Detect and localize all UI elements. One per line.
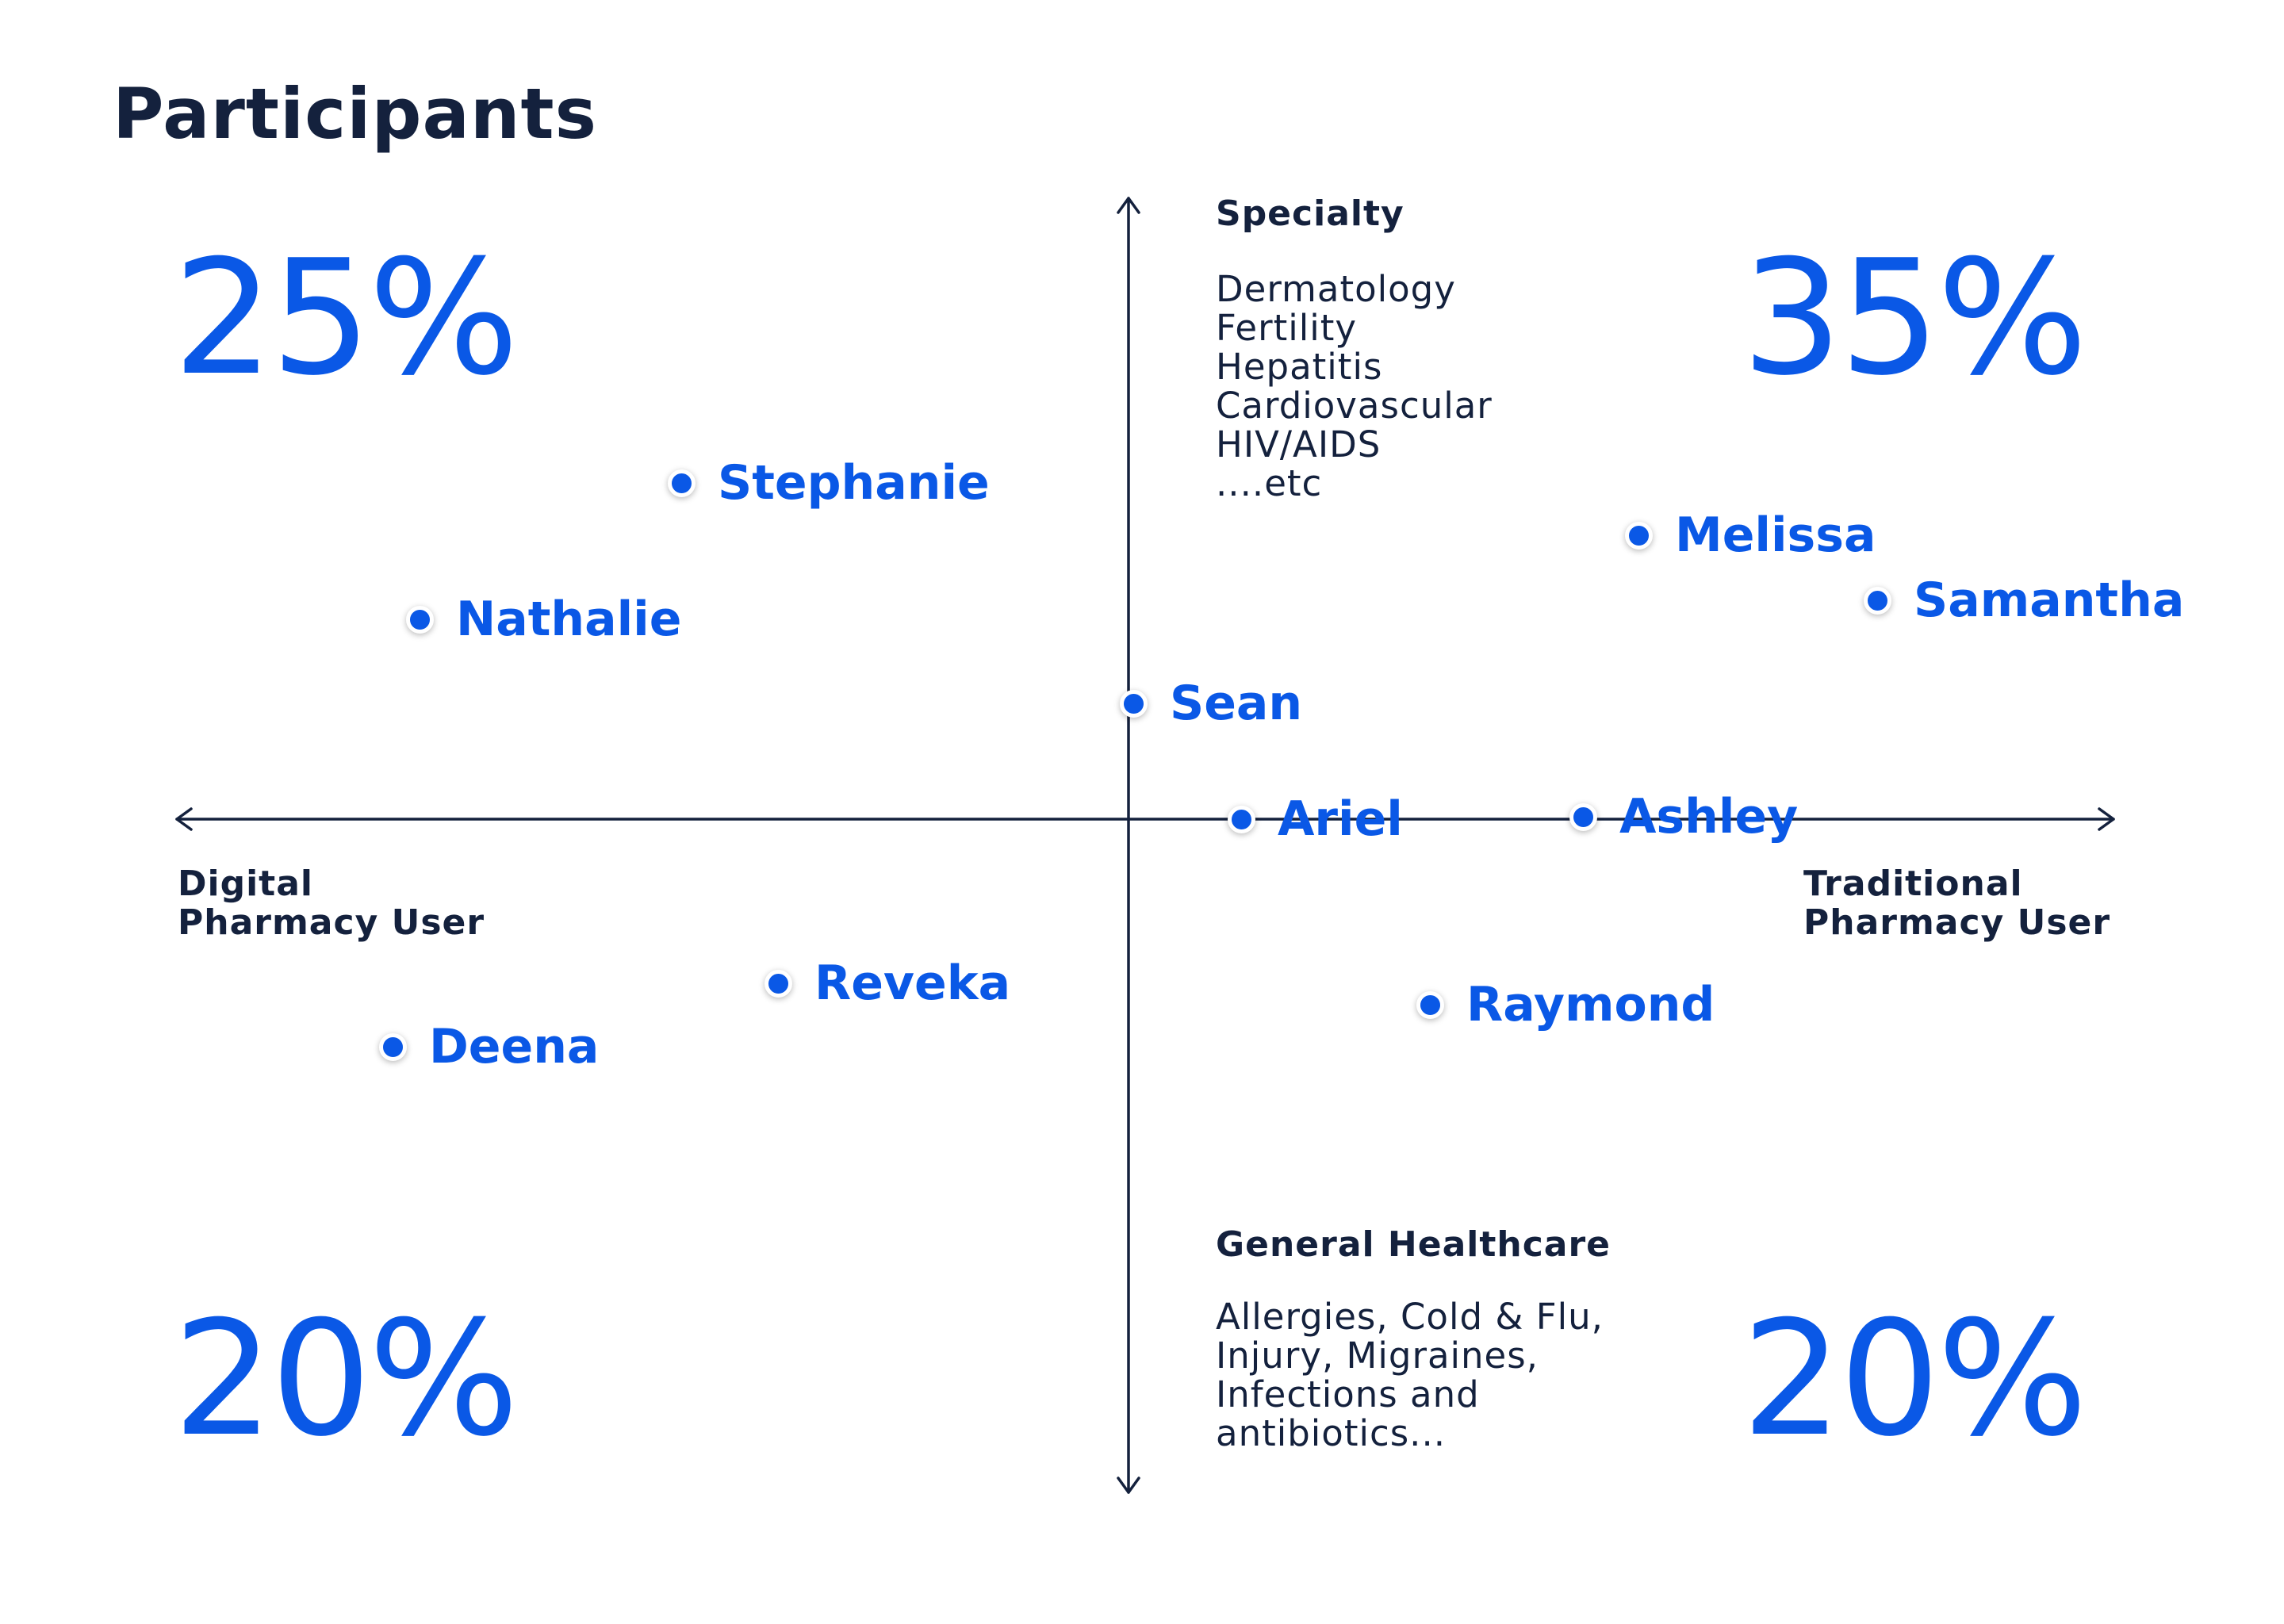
axis-label-line: Digital: [178, 864, 313, 904]
participant-melissa: Melissa: [1625, 508, 1876, 563]
horizontal-axis-left-arrow: [175, 807, 193, 831]
axis-label-line: Traditional: [1803, 864, 2023, 904]
participant-dot: [765, 969, 792, 998]
participant-stephanie: Stephanie: [668, 455, 990, 511]
top-left-percentage: 25%: [173, 226, 519, 411]
specialty-heading: Specialty: [1216, 193, 1405, 234]
participant-dot: [1569, 802, 1597, 831]
vertical-axis-top-arrow: [1117, 197, 1140, 214]
participant-name: Reveka: [814, 956, 1011, 1011]
specialty-item: HIV/AIDS: [1216, 423, 1382, 465]
general-healthcare-item: antibiotics...: [1216, 1412, 1447, 1454]
participant-dot: [668, 469, 696, 497]
participant-reveka: Reveka: [765, 956, 1011, 1011]
participant-name: Ashley: [1619, 789, 1799, 845]
general-healthcare-list: Allergies, Cold & Flu, Injury, Migraines…: [1216, 1297, 1604, 1453]
specialty-item: Hepatitis: [1216, 346, 1383, 388]
participant-dot: [1864, 586, 1891, 615]
specialty-list: Dermatology Fertility Hepatitis Cardiova…: [1216, 270, 1493, 503]
participant-ariel: Ariel: [1228, 791, 1403, 847]
participant-name: Deena: [429, 1019, 600, 1074]
participant-name: Samantha: [1914, 573, 2185, 628]
specialty-item: ....etc: [1216, 462, 1323, 504]
participant-deena: Deena: [379, 1019, 600, 1074]
participant-name: Melissa: [1675, 508, 1876, 563]
axis-label-line: Pharmacy User: [1803, 902, 2111, 943]
participant-dot: [406, 605, 434, 634]
general-healthcare-item: Infections and: [1216, 1373, 1480, 1415]
bottom-right-percentage: 20%: [1742, 1287, 2088, 1472]
horizontal-axis-right-arrow: [2098, 807, 2115, 831]
participant-nathalie: Nathalie: [406, 592, 682, 647]
general-healthcare-heading: General Healthcare: [1216, 1224, 1611, 1265]
general-healthcare-item: Allergies, Cold & Flu,: [1216, 1296, 1604, 1338]
participant-dot: [1120, 689, 1148, 718]
participant-name: Nathalie: [456, 592, 682, 647]
page-title: Participants: [113, 73, 597, 155]
participant-name: Sean: [1170, 676, 1303, 731]
participant-samantha: Samantha: [1864, 573, 2185, 628]
participant-sean: Sean: [1120, 676, 1303, 731]
traditional-pharmacy-user-label: Traditional Pharmacy User: [1803, 864, 2110, 942]
participant-dot: [1416, 990, 1444, 1019]
participant-raymond: Raymond: [1416, 977, 1715, 1032]
specialty-item: Dermatology: [1216, 268, 1456, 310]
bottom-left-percentage: 20%: [173, 1287, 519, 1472]
vertical-axis-bottom-arrow: [1117, 1477, 1140, 1494]
participant-name: Ariel: [1278, 791, 1403, 847]
specialty-item: Fertility: [1216, 307, 1358, 349]
participant-dot: [1625, 521, 1653, 550]
participant-ashley: Ashley: [1569, 789, 1799, 845]
general-healthcare-item: Injury, Migraines,: [1216, 1335, 1539, 1377]
participant-name: Stephanie: [718, 455, 990, 511]
specialty-item: Cardiovascular: [1216, 385, 1493, 427]
axis-label-line: Pharmacy User: [178, 902, 485, 943]
participant-dot: [1228, 805, 1255, 833]
top-right-percentage: 35%: [1742, 226, 2088, 411]
participant-dot: [379, 1032, 407, 1061]
participant-name: Raymond: [1466, 977, 1715, 1032]
digital-pharmacy-user-label: Digital Pharmacy User: [178, 864, 485, 942]
